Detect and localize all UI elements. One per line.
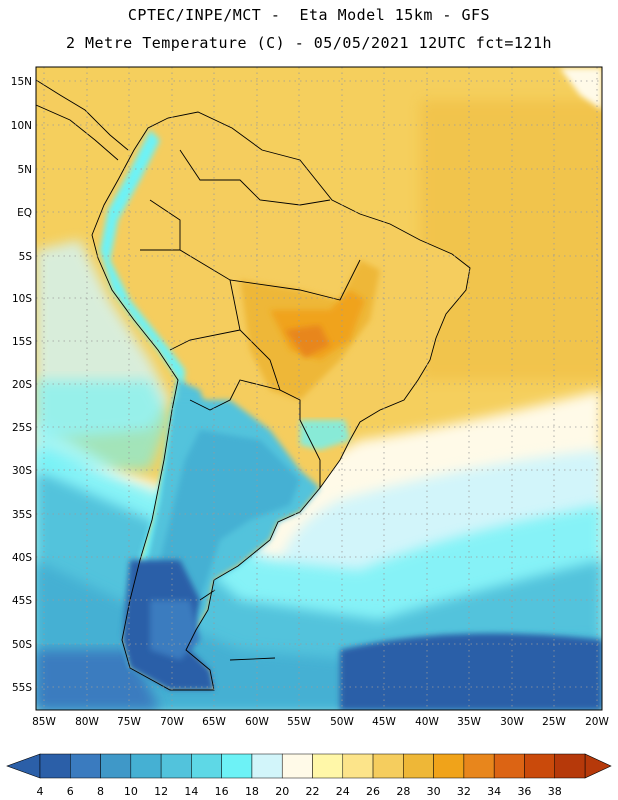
lon-label: 85W	[32, 716, 56, 728]
colorbar-cell	[554, 753, 586, 779]
colorbar-cell	[70, 753, 101, 779]
lon-label: 30W	[500, 716, 524, 728]
colorbar-label: 38	[548, 785, 562, 798]
colorbar-label: 32	[457, 785, 471, 798]
title-line-2: 2 Metre Temperature (C) - 05/05/2021 12U…	[65, 34, 553, 52]
lat-label: 5S	[19, 251, 33, 263]
lat-label: 10N	[11, 120, 32, 132]
colorbar-cell	[524, 753, 555, 779]
lat-label: 25S	[12, 422, 32, 434]
latitude-axis: 15N 10N 5N EQ 5S 10S 15S 20S 25S 30S 35S…	[11, 76, 33, 694]
colorbar: 4 6 8 10 12 14 16 18 20 22 24 26 28 30 32 34 36 38	[6, 753, 612, 798]
colorbar-cell	[100, 753, 132, 779]
lat-label: 20S	[12, 379, 32, 391]
colorbar-label: 10	[124, 785, 138, 798]
lat-label: 30S	[12, 465, 32, 477]
lat-label: 55S	[12, 682, 32, 694]
colorbar-label: 28	[396, 785, 410, 798]
colorbar-cell	[281, 753, 313, 779]
lat-label: 10S	[12, 293, 32, 305]
title-line-1: CPTEC/INPE/MCT - Eta Model 15km - GFS	[127, 6, 491, 24]
lon-label: 20W	[585, 716, 609, 728]
colorbar-label: 16	[215, 785, 229, 798]
lon-label: 40W	[415, 716, 439, 728]
map-frame	[35, 66, 603, 711]
lon-label: 50W	[330, 716, 354, 728]
colorbar-cell	[130, 753, 162, 779]
colorbar-right-arrow	[584, 753, 612, 779]
colorbar-cell	[39, 753, 71, 779]
colorbar-label: 34	[487, 785, 501, 798]
lon-label: 65W	[202, 716, 226, 728]
colorbar-cell	[372, 753, 404, 779]
lat-label: 15S	[12, 336, 32, 348]
colorbar-label: 4	[37, 785, 44, 798]
lon-label: 70W	[160, 716, 184, 728]
lat-label: 5N	[17, 164, 32, 176]
lon-label: 60W	[245, 716, 269, 728]
colorbar-cell	[342, 753, 374, 779]
colorbar-label: 30	[427, 785, 441, 798]
colorbar-label: 12	[154, 785, 168, 798]
longitude-axis: 85W 80W 75W 70W 65W 60W 55W 50W 45W 40W …	[32, 716, 609, 728]
colorbar-label: 6	[67, 785, 74, 798]
colorbar-label: 36	[517, 785, 531, 798]
lat-label: 35S	[12, 509, 32, 521]
colorbar-label: 20	[275, 785, 289, 798]
colorbar-label: 26	[366, 785, 380, 798]
colorbar-label: 8	[97, 785, 104, 798]
lon-label: 80W	[75, 716, 99, 728]
colorbar-cell	[221, 753, 253, 779]
colorbar-cell	[160, 753, 192, 779]
temperature-field	[36, 67, 602, 710]
colorbar-cell	[312, 753, 344, 779]
lat-label: 50S	[12, 639, 32, 651]
coastline-borders	[36, 79, 471, 691]
lat-label: 45S	[12, 595, 32, 607]
colorbar-cell	[191, 753, 222, 779]
lon-label: 75W	[117, 716, 141, 728]
colorbar-cell	[403, 753, 434, 779]
lon-label: 35W	[457, 716, 481, 728]
lat-label: 15N	[11, 76, 32, 88]
colorbar-left-arrow	[6, 753, 41, 779]
colorbar-cell	[493, 753, 525, 779]
lat-label: EQ	[17, 207, 32, 219]
colorbar-cell	[433, 753, 465, 779]
colorbar-label: 22	[306, 785, 320, 798]
lat-label: 40S	[12, 552, 32, 564]
lon-label: 25W	[542, 716, 566, 728]
colorbar-label: 18	[245, 785, 259, 798]
colorbar-label: 14	[184, 785, 198, 798]
lon-label: 55W	[287, 716, 311, 728]
colorbar-cell	[251, 753, 283, 779]
colorbar-cell	[463, 753, 495, 779]
graticule	[36, 67, 602, 710]
lon-label: 45W	[372, 716, 396, 728]
colorbar-label: 24	[336, 785, 350, 798]
